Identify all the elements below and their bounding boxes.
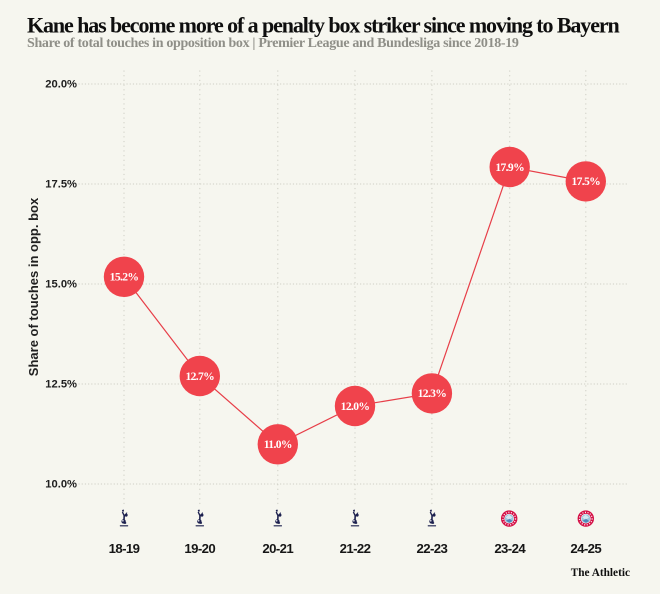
svg-text:Share of touches in opp. box: Share of touches in opp. box — [26, 197, 41, 376]
svg-text:12.7%: 12.7% — [185, 370, 214, 383]
svg-text:24-25: 24-25 — [570, 541, 601, 556]
svg-text:17.5%: 17.5% — [571, 175, 600, 188]
svg-text:The Athletic: The Athletic — [571, 567, 630, 579]
svg-text:12.5%: 12.5% — [45, 379, 77, 391]
svg-text:12.3%: 12.3% — [418, 387, 447, 400]
svg-text:19-20: 19-20 — [184, 541, 215, 556]
svg-text:Kane has become more of a pena: Kane has become more of a penalty box st… — [27, 13, 620, 38]
svg-text:21-22: 21-22 — [340, 541, 371, 556]
svg-text:10.0%: 10.0% — [45, 479, 77, 491]
svg-text:17.5%: 17.5% — [45, 179, 77, 191]
svg-text:15.0%: 15.0% — [45, 279, 77, 291]
svg-text:20-21: 20-21 — [262, 541, 293, 556]
svg-text:20.0%: 20.0% — [45, 79, 77, 91]
svg-text:15.2%: 15.2% — [110, 271, 139, 284]
svg-text:22-23: 22-23 — [417, 541, 448, 556]
svg-text:12.0%: 12.0% — [341, 400, 370, 413]
svg-text:11.0%: 11.0% — [264, 438, 292, 451]
svg-text:Share of total touches in oppo: Share of total touches in opposition box… — [27, 36, 519, 51]
svg-text:17.9%: 17.9% — [495, 161, 524, 174]
svg-text:23-24: 23-24 — [494, 541, 526, 556]
svg-text:18-19: 18-19 — [109, 541, 140, 556]
